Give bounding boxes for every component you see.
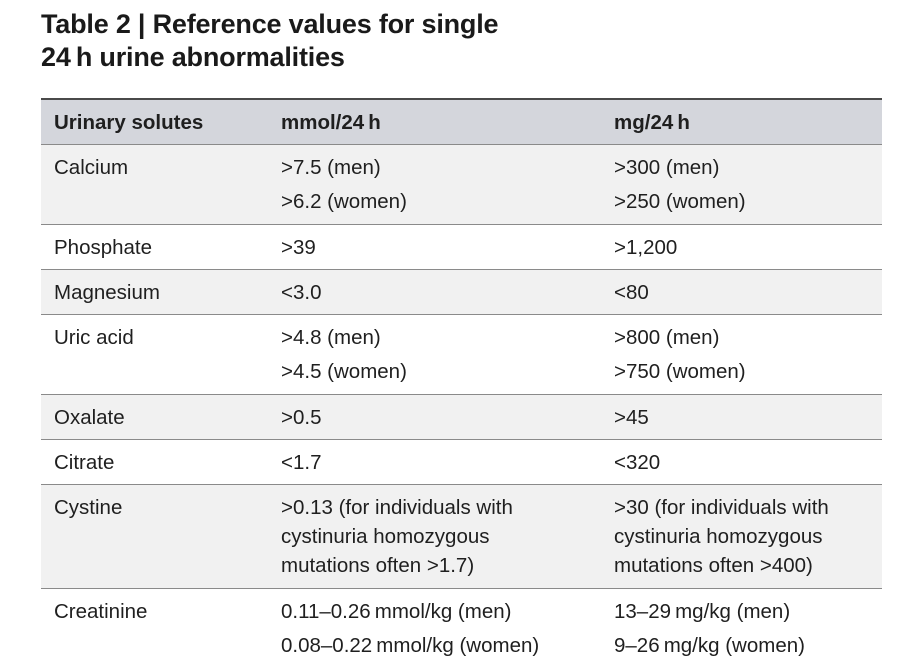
solute-name: Magnesium <box>54 281 160 304</box>
mmol-value: >0.5 <box>281 406 322 429</box>
mmol-value: 0.11–0.26 mmol/kg (men) <box>281 600 512 623</box>
mmol-value: cystinuria homozygous <box>281 525 490 548</box>
table-title: Table 2 | Reference values for single 24… <box>41 8 861 74</box>
table-row-citrate: Citrate <1.7 <320 <box>41 440 882 485</box>
mmol-value: >4.5 (women) <box>281 360 407 383</box>
mmol-value: >6.2 (women) <box>281 190 407 213</box>
table-row-phosphate: Phosphate >39 >1,200 <box>41 225 882 270</box>
mg-value: >750 (women) <box>614 360 746 383</box>
mg-value: mutations often >400) <box>614 554 813 577</box>
header-mmol-per-24h: mmol/24 h <box>281 110 381 134</box>
mg-value: cystinuria homozygous <box>614 525 823 548</box>
mmol-value: 0.08–0.22 mmol/kg (women) <box>281 634 540 657</box>
solute-name: Creatinine <box>54 600 148 623</box>
mmol-value: <3.0 <box>281 281 322 304</box>
table-row-magnesium: Magnesium <3.0 <80 <box>41 270 882 315</box>
mg-value: >30 (for individuals with <box>614 496 829 519</box>
solute-name: Uric acid <box>54 326 134 349</box>
solute-name: Calcium <box>54 156 129 179</box>
solute-name: Citrate <box>54 451 115 474</box>
mg-value: <320 <box>614 451 661 474</box>
mmol-value: <1.7 <box>281 451 322 474</box>
reference-values-table: Urinary solutes mmol/24 h mg/24 h Calciu… <box>41 98 882 668</box>
mmol-value: mutations often >1.7) <box>281 554 475 577</box>
mg-value: >45 <box>614 406 649 429</box>
header-mg-per-24h: mg/24 h <box>614 110 690 134</box>
mg-value: >250 (women) <box>614 190 746 213</box>
solute-name: Cystine <box>54 496 123 519</box>
table-row-oxalate: Oxalate >0.5 >45 <box>41 395 882 440</box>
table-header-row: Urinary solutes mmol/24 h mg/24 h <box>41 100 882 145</box>
table-row-cystine: Cystine >0.13 (for individuals with cyst… <box>41 485 882 589</box>
mg-value: <80 <box>614 281 649 304</box>
solute-name: Phosphate <box>54 236 153 259</box>
mg-value: 9–26 mg/kg (women) <box>614 634 805 657</box>
solute-name: Oxalate <box>54 406 125 429</box>
mmol-value: >0.13 (for individuals with <box>281 496 513 519</box>
mg-value: 13–29 mg/kg (men) <box>614 600 791 623</box>
table-row-uric-acid: Uric acid >4.8 (men) >4.5 (women) >800 (… <box>41 315 882 395</box>
header-urinary-solutes: Urinary solutes <box>54 110 204 134</box>
mg-value: >300 (men) <box>614 156 720 179</box>
mmol-value: >4.8 (men) <box>281 326 381 349</box>
mg-value: >800 (men) <box>614 326 720 349</box>
table-title-line-1: Table 2 | Reference values for single <box>41 9 499 39</box>
table-row-calcium: Calcium >7.5 (men) >6.2 (women) >300 (me… <box>41 145 882 225</box>
mmol-value: >7.5 (men) <box>281 156 381 179</box>
mmol-value: >39 <box>281 236 316 259</box>
table-title-line-2: 24 h urine abnormalities <box>41 42 345 72</box>
mg-value: >1,200 <box>614 236 678 259</box>
table-row-creatinine: Creatinine 0.11–0.26 mmol/kg (men) 0.08–… <box>41 589 882 668</box>
